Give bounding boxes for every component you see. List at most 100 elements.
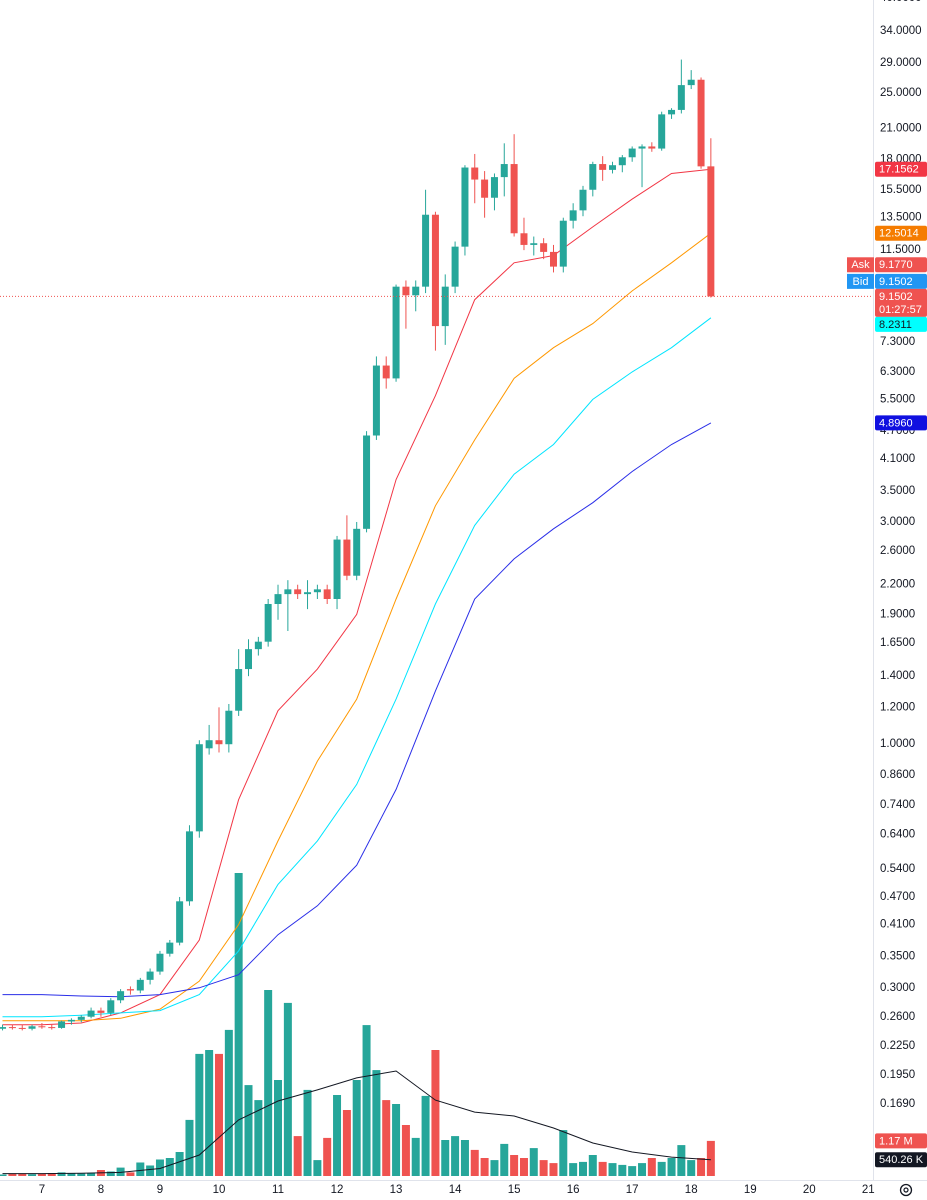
settings-icon[interactable] — [899, 1183, 913, 1197]
volume-bar — [401, 1125, 410, 1176]
candle-body — [677, 85, 685, 110]
volume-bar — [706, 1140, 715, 1176]
candle-body — [185, 831, 193, 902]
volume-bar — [519, 1158, 528, 1176]
volume-bar — [165, 1158, 174, 1176]
volume-bar — [529, 1148, 538, 1176]
volume-bar — [677, 1145, 686, 1176]
price-tag-label: 9.1502 — [879, 276, 913, 288]
volume-bar — [431, 1050, 440, 1176]
candle-body — [372, 365, 380, 436]
volume-bar — [667, 1158, 676, 1176]
volume-bar — [549, 1163, 558, 1176]
price-tag: Bid 9.1502 — [847, 273, 927, 289]
volume-bar — [352, 1080, 361, 1176]
volume-bar — [628, 1166, 637, 1176]
volume-bar — [244, 1085, 253, 1176]
price-tag-box — [875, 257, 927, 273]
price-tag-label: 12.5014 — [879, 228, 919, 240]
volume-bar — [372, 1070, 381, 1176]
y-tick-label: 5.5000 — [880, 393, 915, 405]
price-tag: 12.5014 — [875, 225, 927, 241]
volume-tag-box — [875, 1133, 927, 1149]
candle-body — [0, 1027, 7, 1029]
volume-bar — [264, 990, 273, 1176]
candle-body — [156, 953, 164, 972]
candle-body — [461, 167, 469, 247]
volume-bar — [490, 1160, 499, 1176]
candle-body — [294, 589, 302, 595]
candle-body — [540, 243, 548, 252]
candle-body — [490, 177, 498, 198]
price-countdown: 01:27:57 — [879, 304, 922, 316]
volume-bar — [421, 1095, 430, 1176]
volume-bar — [28, 1174, 37, 1176]
moving-average-line — [2, 317, 712, 1018]
candle-body — [618, 157, 626, 166]
x-tick-label: 16 — [567, 1184, 580, 1196]
x-tick-label: 18 — [685, 1184, 698, 1196]
y-tick-label: 1.0000 — [880, 738, 915, 750]
volume-bar — [608, 1163, 617, 1176]
volume-bar — [205, 1050, 214, 1176]
volume-bar — [510, 1155, 519, 1176]
price-tag-title-box — [847, 257, 874, 273]
y-tick-label: 1.4000 — [880, 670, 915, 682]
y-tick-label: 34.0000 — [880, 25, 922, 37]
volume-bar — [155, 1159, 164, 1176]
volume-bar — [342, 1110, 351, 1176]
y-tick-label: 11.5000 — [880, 244, 921, 256]
volume-bar — [293, 1136, 302, 1176]
y-tick-label: 0.3000 — [880, 982, 915, 994]
volume-bar — [480, 1158, 489, 1176]
volume-bar — [283, 1002, 292, 1176]
volume-bar — [598, 1161, 607, 1176]
candle-body — [205, 740, 213, 749]
price-tag-box — [875, 161, 927, 177]
volume-tag: 1.17 M — [875, 1133, 927, 1149]
volume-tag-label: 540.26 K — [879, 1154, 924, 1166]
candle-body — [520, 233, 528, 245]
candle-body — [304, 592, 312, 595]
price-tag-label: 4.8960 — [879, 417, 913, 429]
volume-bar — [579, 1161, 588, 1176]
x-tick-label: 8 — [98, 1184, 104, 1196]
candle-body — [500, 164, 508, 178]
candle-body — [707, 166, 715, 297]
y-tick-label: 0.8600 — [880, 769, 915, 781]
candle-body — [333, 539, 341, 600]
y-tick-label: 0.5400 — [880, 863, 915, 875]
volume-bar — [333, 1095, 342, 1176]
y-tick-label: 25.0000 — [880, 87, 922, 99]
candles — [0, 59, 715, 1031]
candle-body — [264, 603, 272, 642]
volume-bar — [441, 1140, 450, 1176]
volume-bar — [559, 1130, 568, 1176]
candle-body — [87, 1010, 95, 1017]
candle-body — [18, 1027, 26, 1029]
candle-body — [97, 1010, 105, 1013]
candle-body — [697, 79, 705, 167]
candle-body — [38, 1026, 46, 1028]
price-tag-box — [875, 288, 927, 317]
candle-body — [117, 991, 125, 1001]
x-tick-label: 11 — [272, 1184, 284, 1196]
candle-body — [245, 649, 253, 670]
candle-body — [176, 901, 184, 943]
candle-body — [599, 164, 607, 170]
candle-body — [431, 214, 439, 327]
x-tick-label: 14 — [449, 1184, 462, 1196]
volume-bar — [185, 1119, 194, 1176]
volume-bar — [234, 873, 243, 1176]
volume-bar — [382, 1100, 391, 1176]
candle-body — [235, 669, 243, 711]
candle-body — [658, 114, 666, 149]
candle-body — [609, 165, 617, 170]
price-tag-title: Bid — [853, 276, 869, 288]
y-tick-label: 29.0000 — [880, 57, 922, 69]
volume-bar — [618, 1164, 627, 1176]
x-tick-label: 13 — [390, 1184, 403, 1196]
